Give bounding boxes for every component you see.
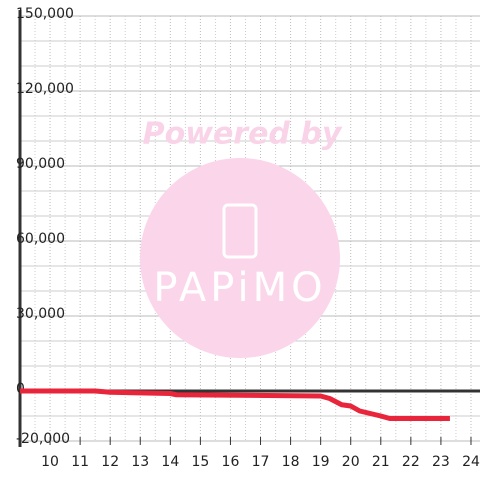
x-tick-label: 20: [342, 454, 360, 470]
y-tick-label: 30,000: [16, 306, 65, 322]
x-tick-label: 24: [462, 454, 480, 470]
x-tick-label: 15: [191, 454, 209, 470]
x-tick-label: 22: [402, 454, 420, 470]
x-tick-label: 13: [131, 454, 149, 470]
watermark: Powered by PAPiMO: [140, 117, 343, 358]
x-tick-label: 12: [101, 454, 119, 470]
x-tick-label: 18: [282, 454, 300, 470]
watermark-icon: [222, 203, 258, 259]
data-line: [20, 388, 450, 421]
x-tick-label: 23: [432, 454, 450, 470]
x-tick-label: 11: [71, 454, 89, 470]
watermark-title: Powered by: [143, 117, 343, 152]
x-tick-label: 10: [41, 454, 59, 470]
x-tick-label: 17: [252, 454, 270, 470]
y-tick-label: 60,000: [16, 231, 65, 247]
watermark-logo: PAPiMO: [153, 265, 326, 311]
x-tick-label: 14: [161, 454, 179, 470]
x-tick-label: 19: [312, 454, 330, 470]
x-tick-label: 16: [222, 454, 240, 470]
y-tick-label: -20,000: [16, 431, 70, 447]
y-tick-label: 120,000: [16, 81, 74, 97]
y-tick-label: 150,000: [16, 6, 74, 22]
y-tick-label: 90,000: [16, 156, 65, 172]
x-tick-label: 21: [372, 454, 390, 470]
